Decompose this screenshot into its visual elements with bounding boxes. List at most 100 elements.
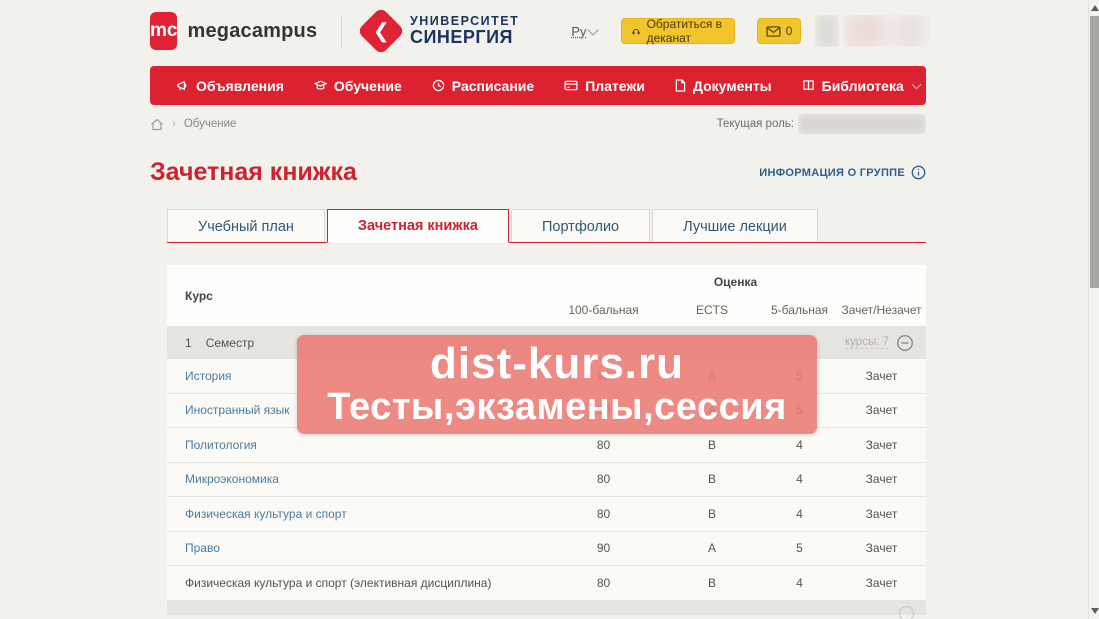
envelope-icon xyxy=(766,25,781,37)
score-5: 4 xyxy=(796,437,803,452)
synergy-line2: СИНЕРГИЯ xyxy=(409,27,513,48)
nav-label: Объявления xyxy=(196,77,284,94)
nav-item-announcements[interactable]: Объявления xyxy=(176,78,284,94)
semester-number: 1 xyxy=(185,335,192,350)
nav-item-schedule[interactable]: Расписание xyxy=(432,78,534,94)
nav-label: Платежи xyxy=(585,77,645,94)
tab-grade-book[interactable]: Зачетная книжка xyxy=(326,209,509,243)
score-100: 80 xyxy=(596,575,611,590)
table-row: Физическая культура и спорт 80 B 4 Зачет xyxy=(167,497,926,532)
title-row: Зачетная книжка ИНФОРМАЦИЯ О ГРУППЕ xyxy=(150,158,926,187)
course-name: Физическая культура и спорт (элективная … xyxy=(185,575,492,590)
table-row: Микроэкономика 80 B 4 Зачет xyxy=(167,462,926,497)
score-ects: B xyxy=(707,472,716,487)
course-link[interactable]: Политология xyxy=(185,437,257,452)
pass-status: Зачет xyxy=(865,437,898,452)
top-header: mc megacampus ❮ УНИВЕРСИТЕТ СИНЕРГИЯ Ру … xyxy=(150,0,930,62)
collapse-circle-icon[interactable] xyxy=(899,605,914,619)
chevron-down-icon xyxy=(587,23,600,36)
collapse-semester-button[interactable] xyxy=(896,334,914,352)
column-header-5: 5-бальная xyxy=(771,303,828,317)
language-switcher[interactable]: Ру xyxy=(571,23,600,39)
course-link[interactable]: Физическая культура и спорт xyxy=(185,506,347,521)
home-icon[interactable] xyxy=(150,118,164,131)
nav-label: Библиотека xyxy=(821,77,904,94)
pass-status: Зачет xyxy=(865,541,898,556)
table-row: Политология 80 B 4 Зачет xyxy=(167,428,926,463)
watermark-site: dist-kurs.ru xyxy=(429,338,685,388)
tab-curriculum[interactable]: Учебный план xyxy=(167,209,325,243)
nav-item-payments[interactable]: Платежи xyxy=(564,78,645,94)
minus-circle-icon xyxy=(896,334,914,351)
tab-bar: Учебный план Зачетная книжка Портфолио Л… xyxy=(167,209,926,243)
course-link[interactable]: Иностранный язык xyxy=(185,403,290,418)
table-row: Физическая культура и спорт (элективная … xyxy=(167,566,926,601)
nav-item-library[interactable]: Библиотека xyxy=(802,77,922,94)
next-semester-row-partial xyxy=(167,600,926,619)
scrollbar-thumb[interactable] xyxy=(1090,16,1099,288)
breadcrumb-current[interactable]: Обучение xyxy=(183,118,237,130)
pass-status: Зачет xyxy=(865,472,898,487)
main-nav: Объявления Обучение Расписание Платежи Д… xyxy=(150,66,926,105)
synergy-logo[interactable]: ❮ УНИВЕРСИТЕТ СИНЕРГИЯ xyxy=(356,6,519,56)
pass-status: Зачет xyxy=(865,506,898,521)
info-icon xyxy=(911,165,926,180)
payment-card-icon xyxy=(564,80,578,91)
language-label: Ру xyxy=(571,23,587,39)
score-ects: B xyxy=(707,506,716,521)
tab-portfolio[interactable]: Портфолио xyxy=(510,209,651,243)
page-title: Зачетная книжка xyxy=(150,158,357,186)
nav-item-education[interactable]: Обучение xyxy=(313,77,402,94)
score-ects: A xyxy=(707,541,716,556)
user-avatar-blurred[interactable] xyxy=(815,15,839,47)
score-100: 80 xyxy=(596,472,611,487)
course-link[interactable]: История xyxy=(185,368,232,383)
score-5: 4 xyxy=(796,506,803,521)
nav-label: Расписание xyxy=(451,77,535,94)
score-100: 80 xyxy=(596,506,611,521)
course-link[interactable]: Микроэкономика xyxy=(185,472,279,487)
pass-status: Зачет xyxy=(865,368,898,383)
tab-best-lectures[interactable]: Лучшие лекции xyxy=(652,209,818,243)
score-100: 90 xyxy=(596,541,611,556)
course-link[interactable]: Право xyxy=(185,541,220,556)
current-role-value-blurred xyxy=(798,114,926,134)
column-header-course: Курс xyxy=(185,289,213,303)
vertical-scrollbar[interactable] xyxy=(1088,0,1099,619)
table-row: Право 90 A 5 Зачет xyxy=(167,531,926,566)
score-ects: B xyxy=(707,437,716,452)
chevron-down-icon xyxy=(911,79,922,89)
score-100: 80 xyxy=(596,437,611,452)
document-icon xyxy=(675,79,686,92)
contact-dean-label: Обратиться в деканат xyxy=(646,17,723,45)
scroll-up-arrow-icon[interactable] xyxy=(1091,5,1099,11)
synergy-diamond-icon: ❮ xyxy=(356,6,405,56)
mail-count: 0 xyxy=(785,24,793,38)
pass-status: Зачет xyxy=(865,575,898,590)
nav-label: Обучение xyxy=(333,77,402,94)
megaphone-icon xyxy=(177,80,187,91)
scroll-down-arrow-icon[interactable] xyxy=(1091,608,1099,614)
watermark-tagline: Тесты,экзамены,сессия xyxy=(327,385,787,428)
column-header-100: 100-бальная xyxy=(568,303,639,317)
breadcrumb: › Обучение Текущая роль: xyxy=(150,112,926,136)
group-info-label: ИНФОРМАЦИЯ О ГРУППЕ xyxy=(759,166,905,179)
group-info-link[interactable]: ИНФОРМАЦИЯ О ГРУППЕ xyxy=(759,165,926,180)
nav-item-documents[interactable]: Документы xyxy=(675,78,772,94)
graduation-cap-icon xyxy=(313,80,327,90)
mail-badge[interactable]: 0 xyxy=(756,18,802,44)
semester-courses-count[interactable]: курсы: 7 xyxy=(845,336,889,349)
breadcrumb-separator: › xyxy=(172,118,176,130)
semester-label: Семестр xyxy=(205,335,255,350)
nav-label: Документы xyxy=(692,77,772,94)
contact-dean-button[interactable]: Обратиться в деканат xyxy=(621,17,735,45)
watermark-overlay: dist-kurs.ru Тесты,экзамены,сессия xyxy=(297,335,817,434)
user-name-blurred[interactable] xyxy=(842,15,930,47)
grades-table: Курс Оценка 100-бальная ECTS 5-бальная З… xyxy=(167,265,926,619)
megacampus-logo-text[interactable]: megacampus xyxy=(187,19,318,42)
clock-icon xyxy=(432,79,445,92)
table-header: Курс Оценка 100-бальная ECTS 5-бальная З… xyxy=(167,265,926,326)
column-header-ects: ECTS xyxy=(695,303,728,317)
column-group-grade: Оценка xyxy=(713,275,758,289)
megacampus-logo-icon[interactable]: mc xyxy=(150,12,178,50)
